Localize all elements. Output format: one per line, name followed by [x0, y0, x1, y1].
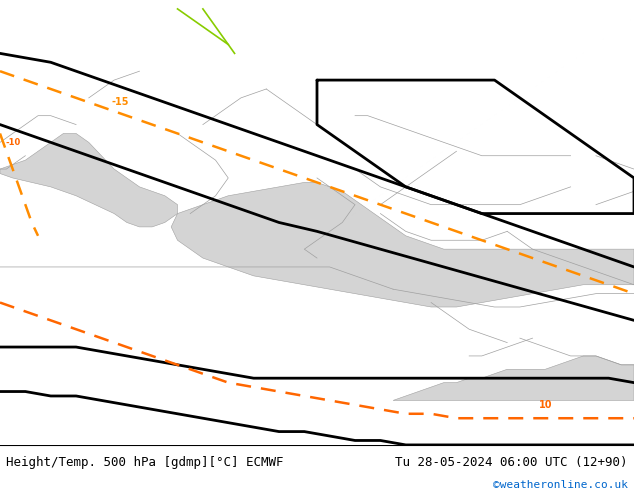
Polygon shape: [0, 133, 178, 227]
Text: Height/Temp. 500 hPa [gdmp][°C] ECMWF: Height/Temp. 500 hPa [gdmp][°C] ECMWF: [6, 456, 284, 468]
Text: Tu 28-05-2024 06:00 UTC (12+90): Tu 28-05-2024 06:00 UTC (12+90): [395, 456, 628, 468]
Text: ©weatheronline.co.uk: ©weatheronline.co.uk: [493, 480, 628, 490]
Polygon shape: [393, 356, 634, 400]
Polygon shape: [171, 182, 634, 307]
Text: -10: -10: [5, 138, 20, 147]
Text: -15: -15: [112, 98, 129, 107]
Text: 10: 10: [538, 400, 552, 410]
